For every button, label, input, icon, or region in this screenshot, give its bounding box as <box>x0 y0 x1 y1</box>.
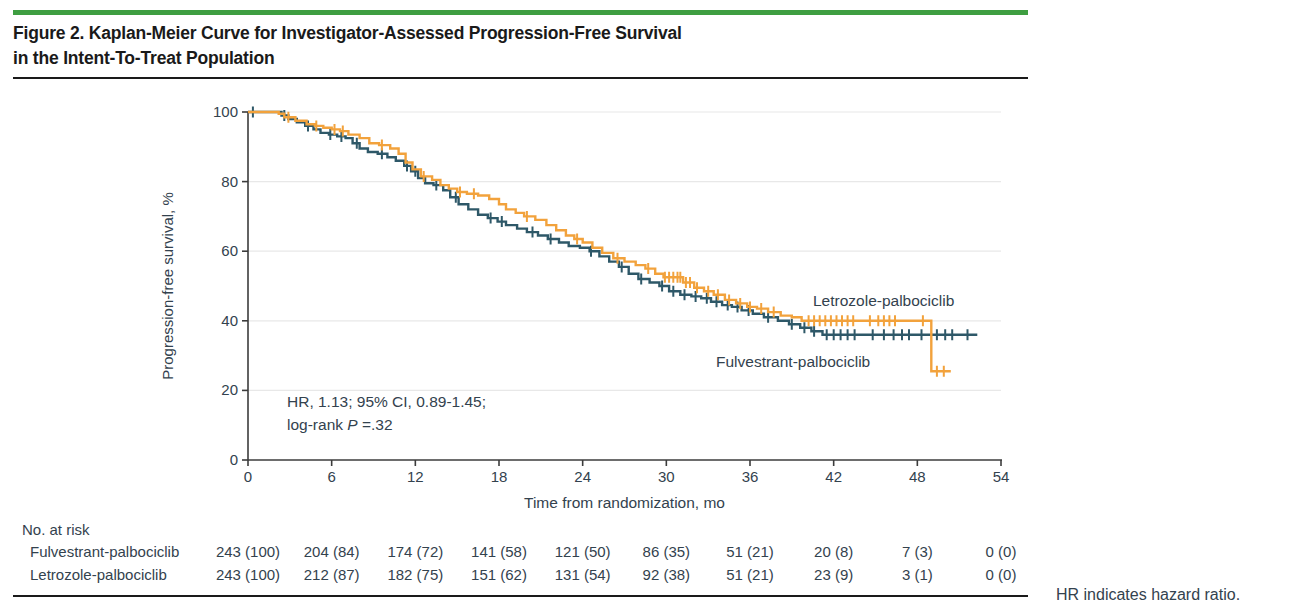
x-tick-label: 48 <box>909 468 926 485</box>
x-tick-label: 24 <box>574 468 591 485</box>
bottom-divider <box>13 595 1028 597</box>
risk-value: 0 (0) <box>946 543 1056 560</box>
hr-annotation-line2: log-rank P =.32 <box>287 413 486 436</box>
footnote: HR indicates hazard ratio. <box>1056 586 1240 604</box>
x-tick-label: 30 <box>658 468 675 485</box>
p-symbol: P <box>347 416 357 433</box>
risk-row-label-letrozole: Letrozole-palbociclib <box>30 566 167 583</box>
x-tick-label: 54 <box>993 468 1010 485</box>
y-tick-label: 80 <box>221 173 238 190</box>
y-tick-label: 40 <box>221 312 238 329</box>
p-value-text: =.32 <box>358 416 393 433</box>
hr-annotation: HR, 1.13; 95% CI, 0.89-1.45; log-rank P … <box>287 390 486 436</box>
x-axis-label: Time from randomization, mo <box>248 494 1001 512</box>
x-tick-label: 18 <box>491 468 508 485</box>
km-curve-letrozole <box>248 112 951 371</box>
y-tick-label: 60 <box>221 242 238 259</box>
logrank-text: log-rank <box>287 416 347 433</box>
y-tick-label: 100 <box>213 103 238 120</box>
y-tick-label: 0 <box>230 451 238 468</box>
censor-marks-letrozole <box>288 112 943 377</box>
x-tick-label: 6 <box>327 468 335 485</box>
x-tick-label: 12 <box>407 468 424 485</box>
hr-annotation-line1: HR, 1.13; 95% CI, 0.89-1.45; <box>287 390 486 413</box>
letrozole-curve-label: Letrozole-palbociclib <box>813 292 954 310</box>
km-plot: 0 6 12 18 24 30 36 42 48 54 0 20 40 60 80 100 <box>0 0 1289 525</box>
risk-table-title: No. at risk <box>22 521 90 538</box>
figure-page: Figure 2. Kaplan-Meier Curve for Investi… <box>0 0 1289 616</box>
y-tick-label: 20 <box>221 381 238 398</box>
risk-value: 0 (0) <box>946 566 1056 583</box>
risk-row-label-fulvestrant: Fulvestrant-palbociclib <box>30 543 179 560</box>
x-tick-label: 0 <box>244 468 252 485</box>
x-tick-label: 42 <box>825 468 842 485</box>
fulvestrant-curve-label: Fulvestrant-palbociclib <box>716 353 870 371</box>
x-tick-label: 36 <box>742 468 759 485</box>
